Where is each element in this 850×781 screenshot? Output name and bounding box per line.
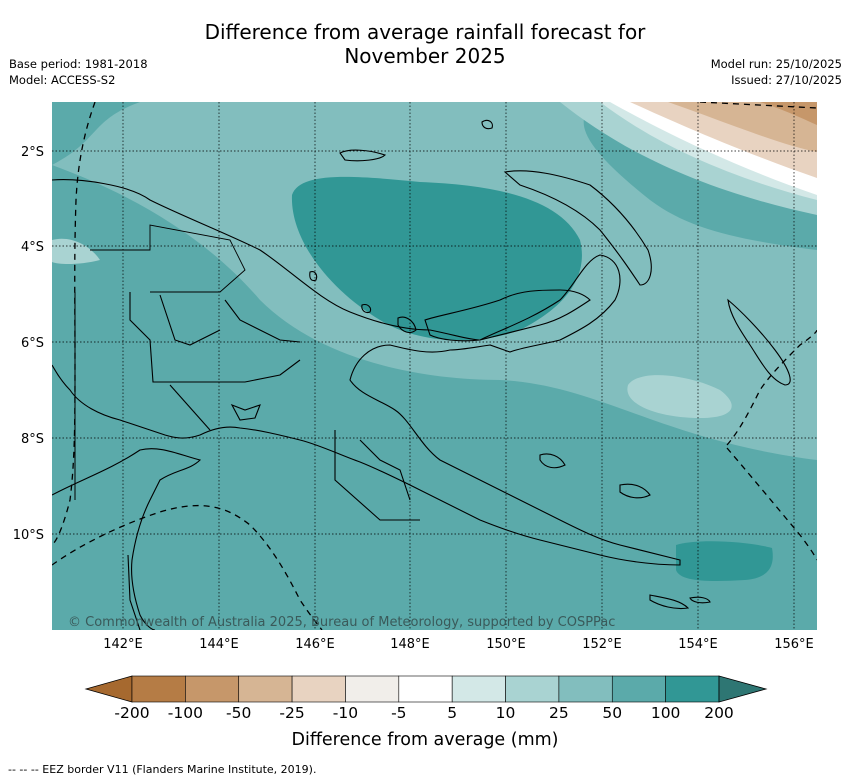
- field-light-west: [52, 238, 100, 265]
- colorbar-segment: [665, 675, 720, 703]
- lat-labels: 2°S 4°S 6°S 8°S 10°S: [13, 145, 44, 543]
- colorbar-segment: [398, 675, 453, 703]
- field-dark-south: [676, 541, 773, 581]
- colorbar-tick-label: -200: [114, 704, 150, 722]
- lon-tick-label: 146°E: [295, 637, 335, 652]
- map-title: Difference from average rainfall forecas…: [0, 20, 850, 68]
- colorbar-tick-label: -100: [167, 704, 203, 722]
- colorbar-segment: [185, 675, 240, 703]
- field-nw-patch: [52, 102, 140, 165]
- colorbar-tick-label: 10: [495, 704, 516, 722]
- lon-labels: 142°E 144°E 146°E 148°E 150°E 152°E 154°…: [103, 637, 814, 652]
- colorbar-tick-label: 25: [549, 704, 569, 722]
- colorbar-tick-label: -10: [332, 704, 359, 722]
- colorbar-tick-label: -5: [391, 704, 407, 722]
- colorbar-segment: [131, 675, 186, 703]
- lat-tick-label: 6°S: [21, 336, 44, 351]
- lat-tick-label: 4°S: [21, 240, 44, 255]
- colorbar-title: Difference from average (mm): [291, 730, 559, 750]
- issued-text: Issued: 27/10/2025: [731, 73, 842, 87]
- title-line-1: Difference from average rainfall forecas…: [204, 20, 646, 44]
- lon-tick-label: 156°E: [774, 637, 814, 652]
- lat-tick-label: 10°S: [13, 528, 44, 543]
- lon-tick-label: 144°E: [199, 637, 239, 652]
- lon-tick-label: 154°E: [678, 637, 718, 652]
- colorbar-extend-high: [718, 675, 768, 703]
- base-period-info: Base period: 1981-2018 Model: ACCESS-S2: [9, 56, 148, 88]
- colorbar-segment: [558, 675, 613, 703]
- colorbar-segment: [291, 675, 346, 703]
- colorbar-tick-label: 200: [704, 704, 734, 722]
- title-line-2: November 2025: [344, 44, 506, 68]
- lat-tick-label: 2°S: [21, 145, 44, 160]
- colorbar-tick-label: 5: [447, 704, 458, 722]
- credit-text: © Commonwealth of Australia 2025, Bureau…: [68, 615, 615, 630]
- lon-tick-label: 142°E: [103, 637, 143, 652]
- eez-borders: [52, 102, 817, 630]
- colorbar-tick-label: -25: [279, 704, 305, 722]
- field-dark-north: [291, 176, 582, 341]
- model-run-info: Model run: 25/10/2025 Issued: 27/10/2025: [711, 56, 842, 88]
- eez-footnote: -- -- -- EEZ border V11 (Flanders Marine…: [8, 763, 317, 776]
- colorbar: [84, 675, 768, 703]
- colorbar-segment: [345, 675, 400, 703]
- model-text: Model: ACCESS-S2: [9, 73, 116, 87]
- colorbar-segment: [238, 675, 293, 703]
- model-run-text: Model run: 25/10/2025: [710, 57, 842, 71]
- field-band-neg25: [668, 102, 817, 152]
- colorbar-segment: [611, 675, 666, 703]
- colorbar-tick-label: 100: [650, 704, 681, 722]
- lat-tick-label: 8°S: [21, 432, 44, 447]
- colorbar-extend-low: [84, 675, 133, 703]
- lon-tick-label: 148°E: [390, 637, 430, 652]
- colorbar-segment: [505, 675, 560, 703]
- lon-tick-label: 150°E: [486, 637, 526, 652]
- colorbar-tick-label: 50: [602, 704, 623, 722]
- colorbar-segment: [451, 675, 506, 703]
- field-light-east: [627, 375, 732, 418]
- colorbar-tick-label: -50: [226, 704, 252, 722]
- rainfall-field: [52, 102, 817, 630]
- lon-tick-label: 152°E: [582, 637, 622, 652]
- base-period-text: Base period: 1981-2018: [9, 57, 148, 71]
